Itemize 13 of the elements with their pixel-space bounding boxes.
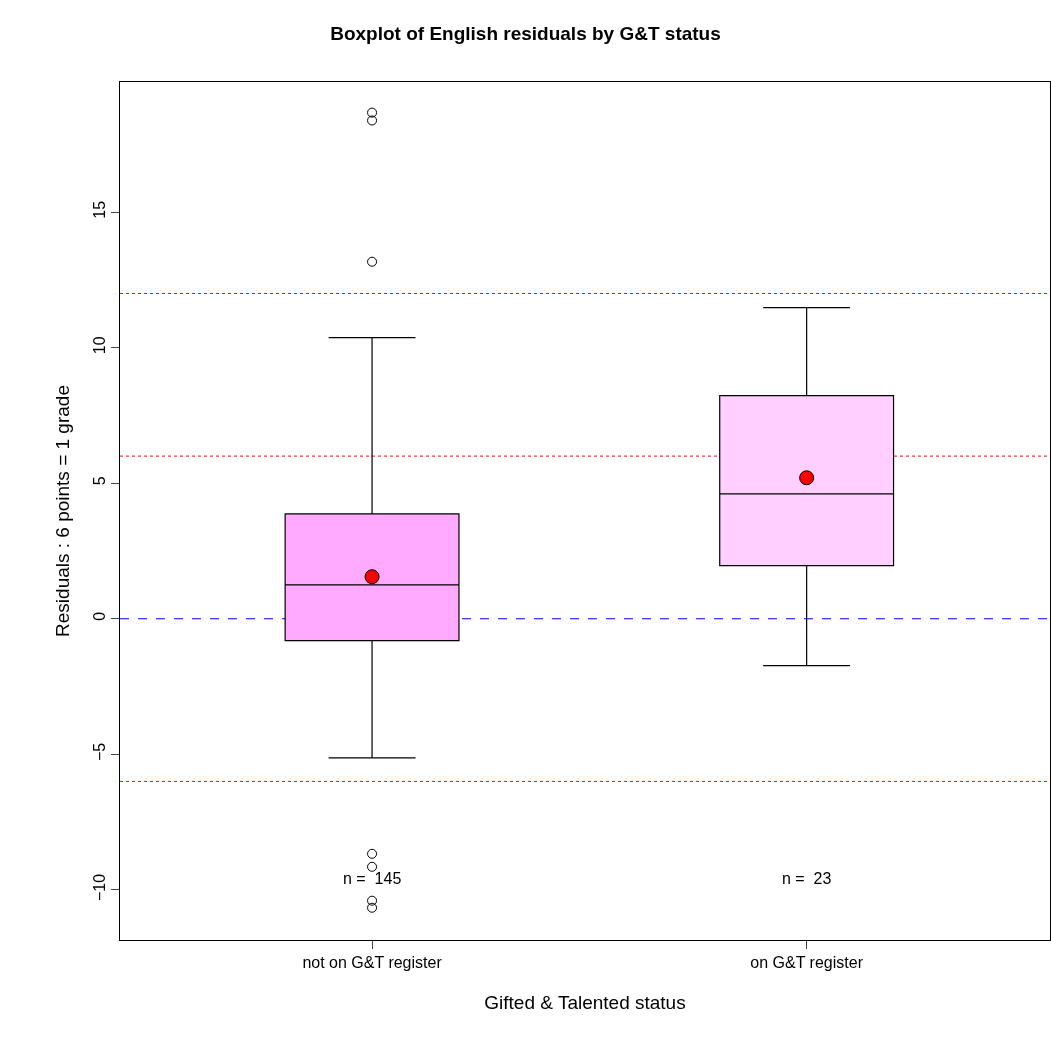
x-tick-label: on G&T register [750, 954, 864, 972]
x-axis-title: Gifted & Talented status [484, 992, 686, 1013]
y-tick-label: 10 [90, 336, 108, 355]
y-tick-label: 15 [90, 200, 108, 219]
chart-title: Boxplot of English residuals by G&T status [330, 22, 721, 44]
y-tick-label: −10 [90, 873, 108, 902]
annotation: n = 145 [343, 870, 402, 887]
y-axis-title: Residuals : 6 points = 1 grade [52, 385, 74, 637]
x-tick-label: not on G&T register [302, 954, 443, 972]
y-tick-label: 5 [90, 476, 108, 486]
y-tick-label: 0 [90, 611, 108, 621]
y-tick-label: −5 [90, 742, 108, 762]
annotation: n = 23 [782, 870, 832, 887]
